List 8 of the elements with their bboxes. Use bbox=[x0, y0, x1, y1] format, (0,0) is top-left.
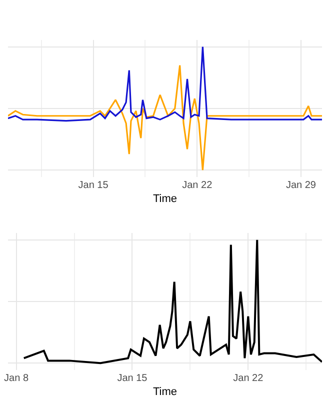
x-tick-label: Jan 15 bbox=[117, 373, 148, 384]
x-axis-title: Time bbox=[152, 386, 178, 398]
x-axis-title: Time bbox=[152, 193, 178, 206]
x-tick-label: Jan 8 bbox=[4, 373, 29, 384]
x-tick-label: Jan 22 bbox=[182, 180, 213, 191]
x-tick-label: Jan 22 bbox=[233, 373, 264, 384]
x-tick-label: Jan 15 bbox=[78, 180, 109, 191]
x-tick-label: Jan 29 bbox=[286, 180, 316, 191]
